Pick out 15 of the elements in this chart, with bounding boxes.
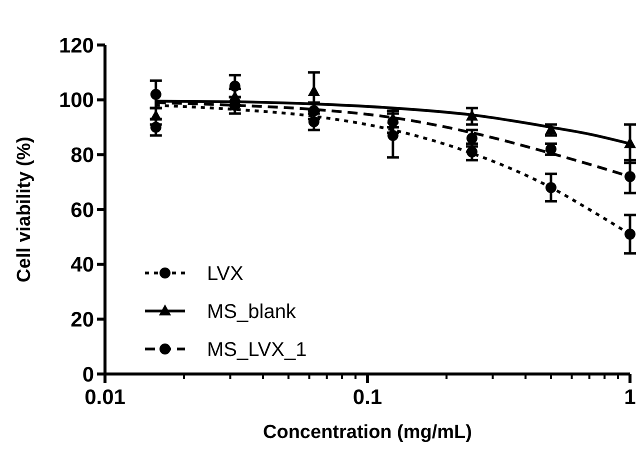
y-tick-label: 60 [70, 198, 94, 222]
y-tick-label: 100 [58, 89, 94, 112]
legend-label: MS_blank [207, 301, 297, 323]
y-tick-label: 0 [82, 363, 94, 386]
y-tick-label: 120 [58, 34, 94, 58]
y-tick-label: 80 [70, 144, 94, 168]
legend-label: MS_LVX_1 [207, 339, 307, 361]
y-tick-label: 20 [70, 308, 94, 332]
x-tick-label: 0.01 [84, 386, 126, 409]
x-tick-label: 1 [624, 386, 636, 409]
y-tick-label: 40 [70, 254, 94, 277]
x-tick-label: 0.1 [352, 386, 382, 409]
legend-label: LVX [207, 263, 244, 285]
y-axis-title: Cell viability (%) [14, 136, 35, 282]
x-axis-title: Concentration (mg/mL) [263, 422, 472, 443]
